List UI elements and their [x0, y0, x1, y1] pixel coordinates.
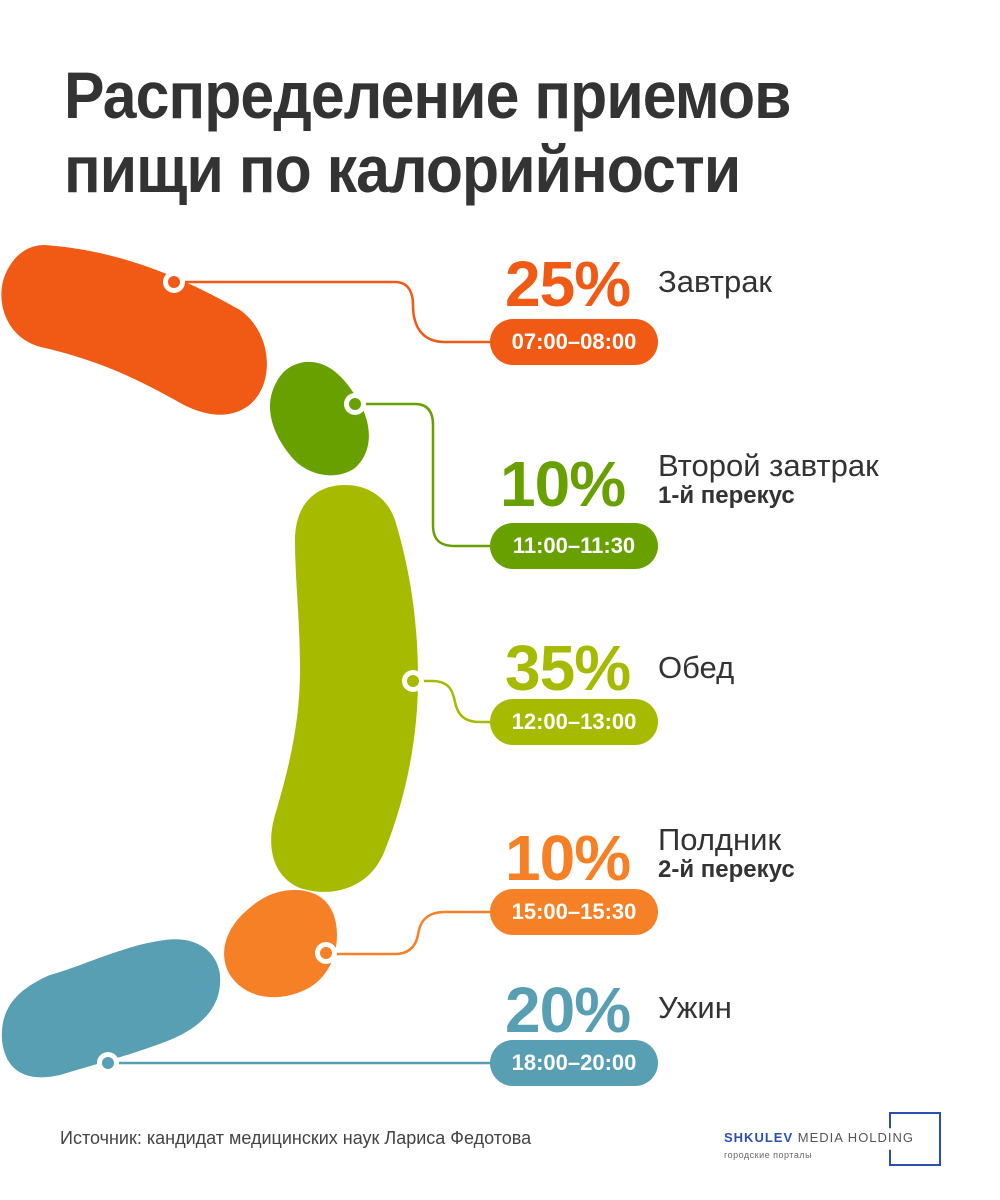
logo-brand: SHKULEV MEDIA HOLDING	[724, 1130, 914, 1145]
afternoon-snack-connector	[327, 910, 495, 956]
afternoon-snack-blob	[224, 890, 337, 998]
breakfast-label: Завтрак	[658, 264, 772, 299]
dinner-blob	[1, 939, 221, 1078]
dinner-label: Ужин	[658, 990, 732, 1025]
title-line-1: Распределение приемов	[64, 58, 791, 132]
logo-subtitle: городские порталы	[724, 1150, 813, 1160]
dinner-time-badge: 18:00–20:00	[490, 1040, 658, 1086]
second-breakfast-connector	[355, 402, 495, 548]
publisher-logo: SHKULEV MEDIA HOLDING городские порталы	[724, 1112, 954, 1172]
afternoon-snack-percent: 10%	[505, 822, 631, 894]
afternoon-snack-snack-label: 2-й перекус	[658, 856, 795, 883]
dinner-dot	[97, 1052, 119, 1074]
second-breakfast-dot	[344, 393, 366, 415]
dinner-percent: 20%	[505, 974, 631, 1046]
lunch-percent: 35%	[505, 632, 631, 704]
lunch-label: Обед	[658, 650, 735, 685]
second-breakfast-percent: 10%	[500, 448, 626, 520]
second-breakfast-blob	[270, 361, 369, 476]
lunch-blob	[271, 485, 418, 892]
second-breakfast-snack-label: 1-й перекус	[658, 482, 795, 509]
logo-brand-bold: SHKULEV	[724, 1130, 794, 1145]
afternoon-snack-time-badge: 15:00–15:30	[490, 889, 658, 935]
afternoon-snack-dot	[315, 942, 337, 964]
lunch-time-badge: 12:00–13:00	[490, 699, 658, 745]
second-breakfast-time-badge: 11:00–11:30	[490, 523, 658, 569]
logo-frame-icon	[889, 1112, 941, 1166]
breakfast-time-badge: 07:00–08:00	[490, 319, 658, 365]
logo-brand-rest: MEDIA HOLDING	[793, 1130, 915, 1145]
page-title: Распределение приемов пищи по калорийнос…	[64, 58, 892, 206]
breakfast-percent: 25%	[505, 248, 631, 320]
breakfast-connector	[175, 280, 495, 344]
breakfast-dot	[163, 271, 185, 293]
second-breakfast-label: Второй завтрак	[658, 448, 879, 483]
lunch-connector	[412, 679, 495, 724]
breakfast-blob	[1, 245, 267, 415]
lunch-dot	[402, 670, 424, 692]
title-line-2: пищи по калорийности	[64, 132, 741, 206]
source-note: Источник: кандидат медицинских наук Лари…	[60, 1128, 532, 1148]
afternoon-snack-label: Полдник	[658, 822, 782, 857]
